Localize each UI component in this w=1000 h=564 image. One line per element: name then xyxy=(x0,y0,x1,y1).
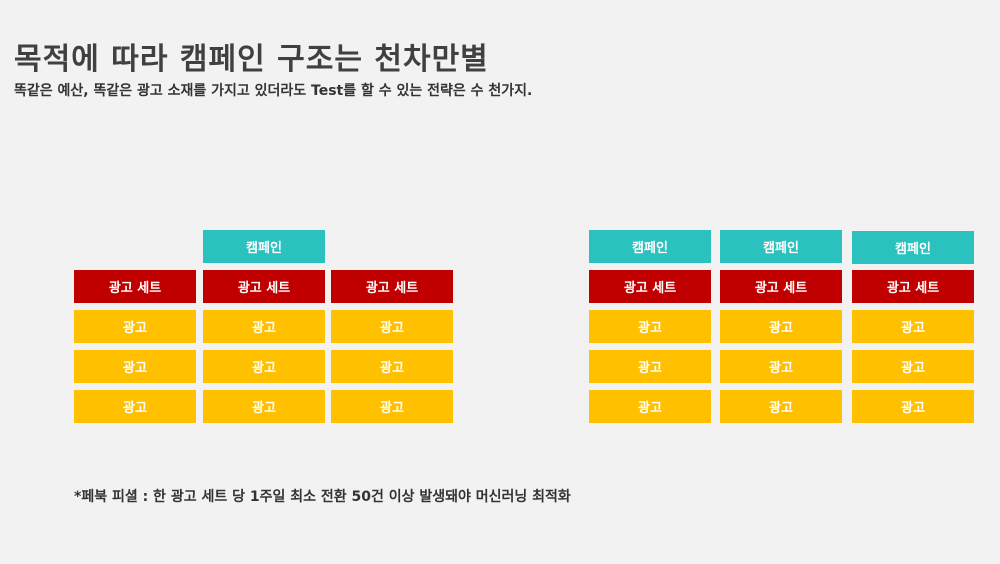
left-ad-box: 광고 xyxy=(331,350,453,383)
left-ad-box: 광고 xyxy=(203,390,325,423)
page-title: 목적에 따라 캠페인 구조는 천차만별 xyxy=(14,42,489,77)
left-adset-box: 광고 세트 xyxy=(74,270,196,303)
right-ad-box: 광고 xyxy=(720,310,842,343)
left-ad-box: 광고 xyxy=(74,350,196,383)
right-ad-box: 광고 xyxy=(589,310,711,343)
footnote: *페북 피셜 : 한 광고 세트 당 1주일 최소 전환 50건 이상 발생돼야… xyxy=(74,489,571,505)
right-ad-box: 광고 xyxy=(589,350,711,383)
right-ad-box: 광고 xyxy=(720,390,842,423)
right-campaign-box: 캠페인 xyxy=(589,230,711,263)
right-adset-box: 광고 세트 xyxy=(852,270,974,303)
page-subtitle: 똑같은 예산, 똑같은 광고 소재를 가지고 있더라도 Test를 할 수 있는… xyxy=(14,83,533,99)
left-adset-box: 광고 세트 xyxy=(331,270,453,303)
left-ad-box: 광고 xyxy=(74,390,196,423)
right-ad-box: 광고 xyxy=(852,310,974,343)
right-ad-box: 광고 xyxy=(720,350,842,383)
right-adset-box: 광고 세트 xyxy=(589,270,711,303)
right-ad-box: 광고 xyxy=(852,350,974,383)
right-campaign-box: 캠페인 xyxy=(720,230,842,263)
left-ad-box: 광고 xyxy=(203,310,325,343)
left-ad-box: 광고 xyxy=(203,350,325,383)
right-adset-box: 광고 세트 xyxy=(720,270,842,303)
left-ad-box: 광고 xyxy=(331,390,453,423)
left-ad-box: 광고 xyxy=(74,310,196,343)
left-campaign-box: 캠페인 xyxy=(203,230,325,263)
left-adset-box: 광고 세트 xyxy=(203,270,325,303)
right-ad-box: 광고 xyxy=(589,390,711,423)
left-ad-box: 광고 xyxy=(331,310,453,343)
right-campaign-box: 캠페인 xyxy=(852,231,974,264)
right-ad-box: 광고 xyxy=(852,390,974,423)
